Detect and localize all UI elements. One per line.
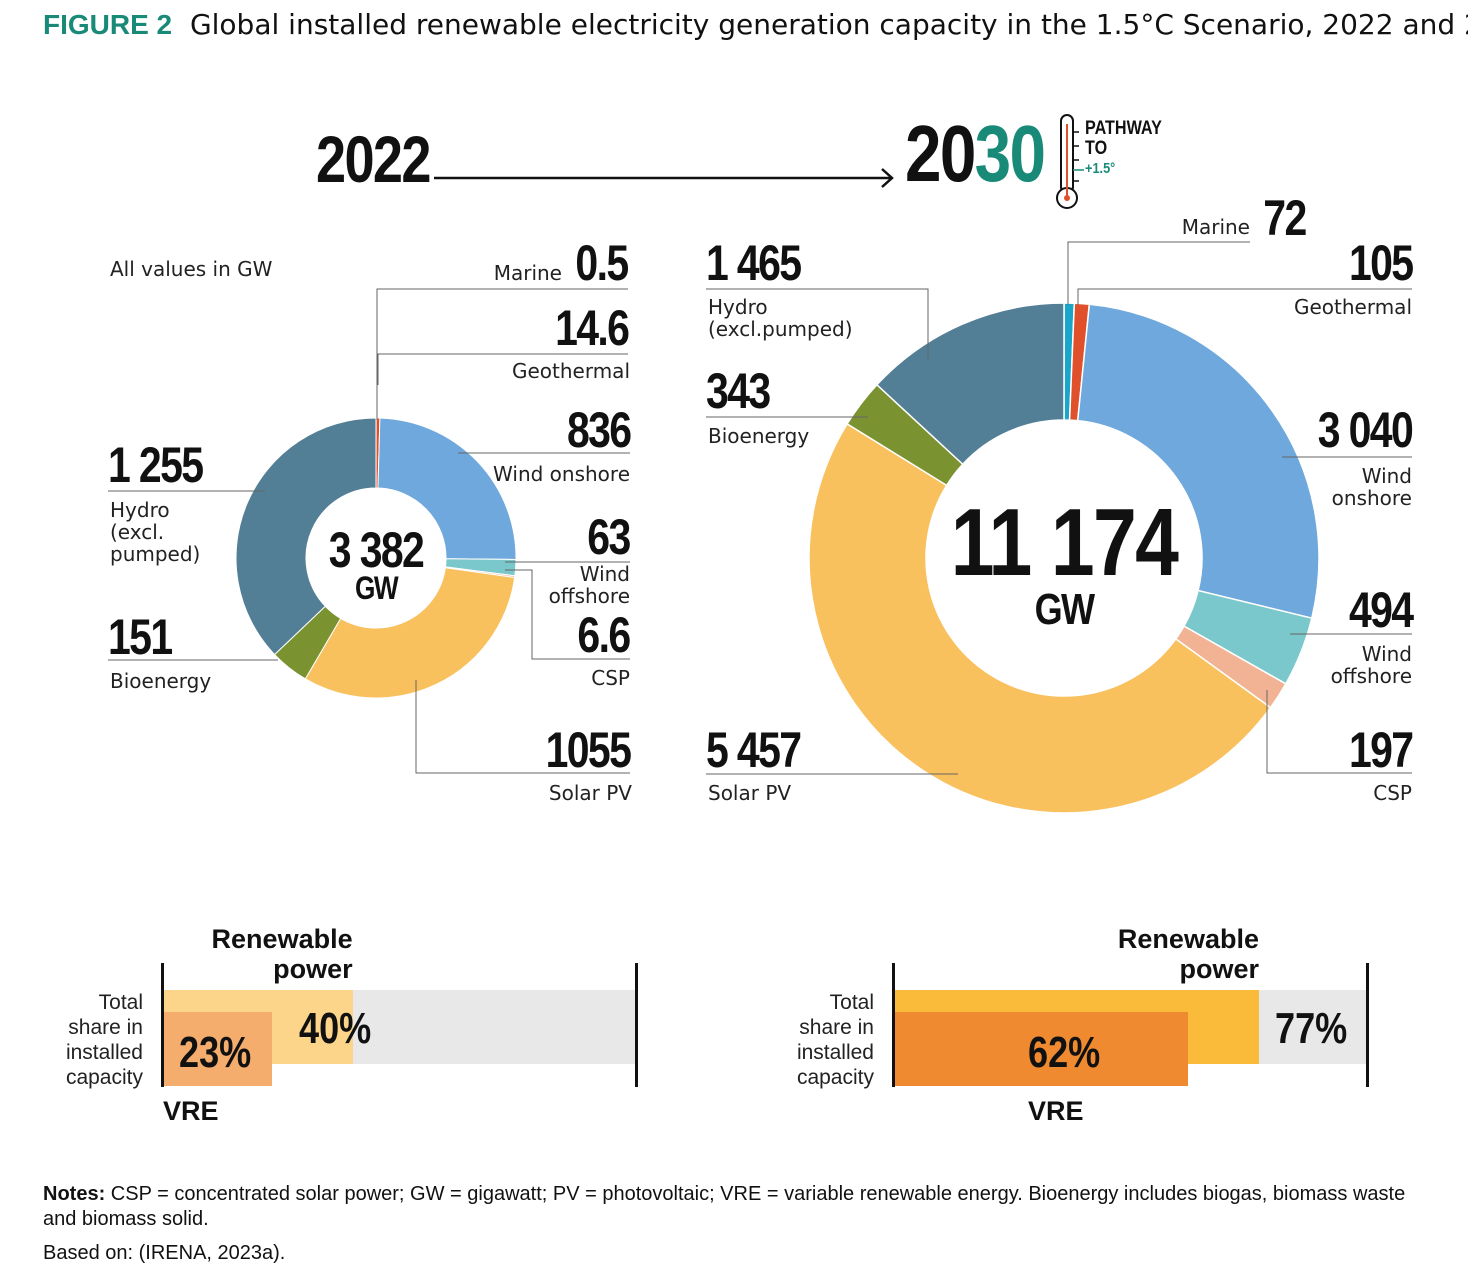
label-2030-marine: Marine bbox=[1181, 215, 1250, 239]
label-2030-csp: CSP bbox=[1373, 781, 1412, 805]
value-2030-marine: 72 bbox=[1263, 190, 1308, 246]
slice-wind-onshore bbox=[377, 417, 517, 560]
thermometer-icon bbox=[1056, 114, 1084, 209]
temp-text: +1.5° bbox=[1085, 160, 1116, 177]
slice-solar-pv bbox=[808, 422, 1272, 814]
label-2022-csp: CSP bbox=[591, 666, 630, 690]
label-2022-geothermal: Geothermal bbox=[511, 359, 630, 383]
unit-2030: GW bbox=[1034, 585, 1095, 634]
value-2030-geothermal: 105 bbox=[1348, 235, 1414, 291]
value-2022-wind-onshore: 836 bbox=[566, 402, 632, 458]
arrow-head bbox=[881, 168, 894, 188]
axis-line-left-0 bbox=[161, 963, 164, 1087]
value-2030-hydro: 1 465 bbox=[706, 235, 802, 291]
slice-hydro bbox=[875, 302, 1065, 466]
value-2022-solar: 1055 bbox=[545, 722, 631, 778]
axis-line-right-1 bbox=[1366, 963, 1369, 1087]
value-2022-wind-offshore: 63 bbox=[587, 509, 632, 565]
value-2030-bioenergy: 343 bbox=[706, 363, 771, 419]
label-2030-wind-onshore: Wind onshore bbox=[1331, 464, 1412, 510]
label-2022-bioenergy: Bioenergy bbox=[110, 669, 212, 693]
label-renewable-1: Renewable power bbox=[1117, 924, 1259, 984]
slice-wind-onshore bbox=[1076, 303, 1320, 620]
value-vre-1: 62% bbox=[1027, 1028, 1101, 1077]
label-2022-marine: Marine bbox=[493, 261, 562, 285]
label-2022-wind-offshore: Wind offshore bbox=[548, 562, 630, 608]
label-2030-bioenergy: Bioenergy bbox=[708, 424, 810, 448]
to-text: TO bbox=[1085, 138, 1108, 159]
notes-label: Notes: bbox=[43, 1183, 106, 1205]
pathway-text: PATHWAY bbox=[1085, 118, 1162, 139]
total-2030: 11 174 bbox=[950, 489, 1179, 596]
value-renewable-1: 77% bbox=[1274, 1004, 1348, 1053]
label-vre-0: VRE bbox=[163, 1096, 219, 1126]
value-vre-0: 23% bbox=[179, 1028, 252, 1077]
label-vre-1: VRE bbox=[1028, 1096, 1084, 1126]
year-2030: 2030 bbox=[905, 114, 1046, 194]
notes-text: CSP = concentrated solar power; GW = gig… bbox=[43, 1183, 1406, 1230]
value-2022-csp: 6.6 bbox=[577, 607, 632, 663]
total-2022: 3 382 bbox=[328, 522, 425, 578]
value-renewable-0: 40% bbox=[298, 1004, 371, 1053]
label-2030-hydro: Hydro (excl.pumped) bbox=[708, 295, 853, 341]
value-2030-solar: 5 457 bbox=[706, 722, 802, 778]
slice-hydro bbox=[235, 417, 377, 656]
year-2022: 2022 bbox=[316, 122, 431, 196]
unit-2022: GW bbox=[355, 570, 399, 606]
title-text: Global installed renewable electricity g… bbox=[189, 8, 1468, 41]
pathway-label: PATHWAY TO +1.5° bbox=[1085, 119, 1162, 179]
value-2030-csp: 197 bbox=[1348, 722, 1414, 778]
figure-title: FIGURE 2 Global installed renewable elec… bbox=[43, 8, 1468, 41]
leader-lines bbox=[108, 241, 1412, 775]
label-2030-solar: Solar PV bbox=[708, 781, 792, 805]
year-2030-part2: 30 bbox=[974, 109, 1046, 198]
units-note: All values in GW bbox=[110, 257, 273, 281]
axis-line-left-1 bbox=[892, 963, 895, 1087]
value-2030-wind-onshore: 3 040 bbox=[1317, 402, 1414, 458]
label-2030-wind-offshore: Wind offshore bbox=[1330, 642, 1412, 688]
value-2030-wind-offshore: 494 bbox=[1348, 582, 1414, 638]
value-2022-hydro: 1 255 bbox=[108, 437, 204, 493]
label-2030-geothermal: Geothermal bbox=[1293, 295, 1412, 319]
label-share-0: Total share in installed capacity bbox=[65, 991, 143, 1089]
slice-solar-pv bbox=[304, 567, 516, 699]
value-2022-bioenergy: 151 bbox=[108, 609, 173, 665]
bar-vre-0 bbox=[163, 1012, 273, 1086]
source: Based on: (IRENA, 2023a). bbox=[43, 1242, 286, 1264]
label-2022-wind-onshore: Wind onshore bbox=[493, 462, 630, 486]
label-renewable-0: Renewable power bbox=[211, 924, 353, 984]
notes: Notes: CSP = concentrated solar power; G… bbox=[43, 1182, 1433, 1232]
label-share-1: Total share in installed capacity bbox=[796, 991, 874, 1089]
bar-vre-1 bbox=[894, 1012, 1188, 1086]
year-2030-part1: 20 bbox=[905, 109, 976, 198]
donut-2030 bbox=[808, 302, 1320, 814]
label-2022-solar: Solar PV bbox=[548, 781, 632, 805]
value-2022-marine: 0.5 bbox=[575, 235, 630, 291]
axis-line-right-0 bbox=[635, 963, 638, 1087]
figure-number: FIGURE 2 bbox=[43, 9, 173, 40]
value-2022-geothermal: 14.6 bbox=[554, 300, 630, 356]
label-2022-hydro: Hydro (excl. pumped) bbox=[110, 498, 201, 566]
donut-2022 bbox=[235, 417, 517, 699]
